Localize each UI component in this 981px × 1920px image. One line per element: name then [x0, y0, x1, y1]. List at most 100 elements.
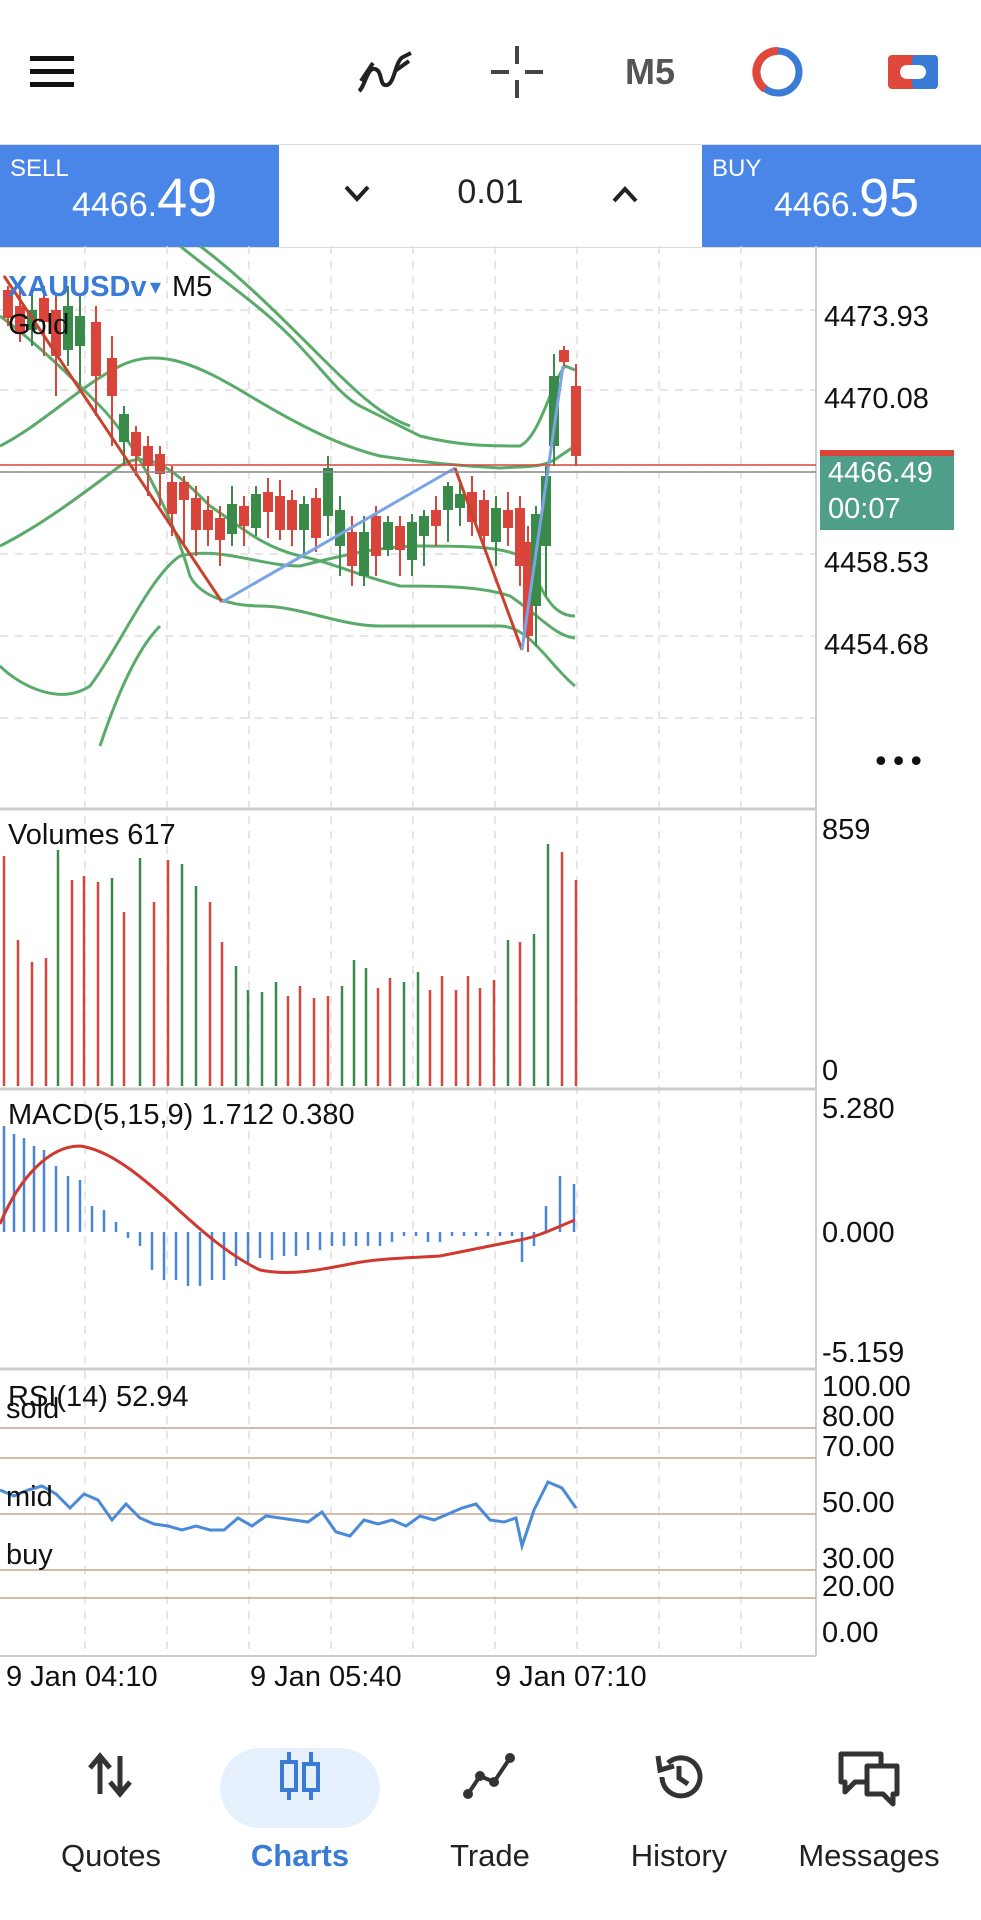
candle-body-4	[51, 310, 61, 356]
nav-messages-label: Messages	[798, 1838, 940, 1873]
trend-line-blue-1[interactable]	[221, 466, 456, 604]
candle-body-40	[491, 508, 501, 542]
candle-body-1	[15, 306, 25, 334]
nav-charts-label: Charts	[250, 1838, 350, 1873]
candle-body-28	[347, 532, 357, 566]
history-clock-icon	[655, 1755, 703, 1799]
candle-body-6	[75, 316, 85, 346]
candle-body-21	[263, 492, 273, 512]
macd-bottom: -5.159	[822, 1337, 904, 1369]
nav-charts-highlight	[220, 1748, 380, 1828]
crosshair-button[interactable]	[482, 38, 552, 106]
nav-trade[interactable]: Trade	[395, 1720, 585, 1920]
candle-body-20	[251, 494, 261, 528]
candle-body-0	[3, 290, 13, 318]
candle-body-19	[239, 506, 249, 526]
candle-body-46	[549, 376, 559, 446]
timeframe-button[interactable]: M5	[624, 51, 675, 92]
timer-ring-icon	[752, 47, 803, 97]
increase-lot-icon[interactable]	[610, 183, 640, 205]
rsi-axis-label-4: 30.00	[822, 1543, 895, 1575]
candle-body-41	[503, 510, 513, 528]
nav-charts[interactable]: Charts	[205, 1720, 395, 1920]
trend-line-red-2[interactable]	[453, 467, 524, 651]
rsi-axis-label-1: 80.00	[822, 1401, 895, 1433]
decrease-lot-icon[interactable]	[342, 183, 372, 205]
volumes-label: Volumes 617	[8, 819, 176, 851]
candle-body-27	[335, 510, 345, 546]
bottom-navigation: Quotes Charts Trade History Messages	[0, 1720, 981, 1920]
candle-body-25	[311, 498, 321, 538]
rsi-axis-label-3: 50.00	[822, 1487, 895, 1519]
chart-timeframe: M5	[172, 271, 212, 303]
rsi-axis-label-0: 100.00	[822, 1371, 911, 1403]
hamburger-icon	[30, 56, 74, 87]
candle-body-37	[455, 494, 465, 508]
symbol-dropdown-icon[interactable]: ▾	[150, 275, 161, 300]
bollinger-band-6	[98, 624, 162, 747]
candlestick-icon	[280, 1752, 320, 1800]
trend-line-red-1[interactable]	[2, 275, 224, 603]
sell-price: 4466.49	[72, 168, 218, 228]
indicators-button[interactable]	[350, 38, 420, 106]
rsi-axis-label-2: 70.00	[822, 1431, 895, 1463]
bollinger-band-4	[199, 244, 411, 428]
candle-body-8	[107, 358, 117, 396]
rsi-sold-label: sold	[6, 1393, 59, 1425]
rsi-axis-label-6: 0.00	[822, 1617, 878, 1649]
price-axis-label-0: 4473.93	[824, 301, 929, 333]
indicator-curve-icon	[357, 51, 412, 93]
candle-body-16	[203, 510, 213, 530]
chart-canvas[interactable]: XAUUSDv ▾ M5 Gold 4473.934470.084462.384…	[0, 244, 981, 1693]
candle-body-12	[155, 454, 165, 474]
bid-price-tag-value: 4466.49	[828, 457, 933, 489]
candle-body-10	[131, 432, 141, 456]
volumes-max: 859	[822, 814, 870, 846]
candle-body-17	[215, 518, 225, 540]
bollinger-band-1	[0, 356, 576, 470]
candle-body-42	[515, 508, 525, 566]
lot-value[interactable]: 0.01	[457, 173, 524, 211]
candle-body-48	[571, 386, 581, 456]
candle-body-35	[431, 510, 441, 526]
quotes-arrows-icon	[88, 1752, 132, 1798]
candle-body-26	[323, 468, 333, 516]
bollinger-band-0	[179, 244, 576, 448]
more-options-icon[interactable]: •••	[872, 745, 925, 780]
trade-toggle-button[interactable]	[882, 44, 944, 100]
nav-trade-label: Trade	[450, 1838, 530, 1873]
candle-body-22	[275, 496, 285, 530]
nav-quotes[interactable]: Quotes	[16, 1720, 206, 1920]
candle-body-3	[39, 298, 49, 322]
candle-body-9	[119, 414, 129, 442]
candle-body-45	[541, 476, 551, 546]
bar-countdown: 00:07	[828, 493, 901, 525]
bollinger-band-5	[0, 544, 576, 696]
rsi-buy-label: buy	[6, 1539, 53, 1571]
time-label-3: 9 Jan 07:10	[495, 1661, 647, 1686]
one-click-button[interactable]	[746, 40, 810, 104]
price-axis-label-3: 4458.53	[824, 547, 929, 579]
candle-body-24	[299, 504, 309, 530]
candle-body-34	[419, 516, 429, 536]
buy-button[interactable]: BUY 4466.95	[702, 145, 981, 247]
rsi-axis-label-5: 20.00	[822, 1571, 895, 1603]
menu-button[interactable]	[20, 40, 84, 104]
bollinger-band-3	[0, 314, 576, 688]
candle-body-23	[287, 500, 297, 530]
candle-body-15	[191, 498, 201, 530]
nav-messages[interactable]: Messages	[774, 1720, 964, 1920]
candle-body-43	[523, 542, 533, 636]
sell-button[interactable]: SELL 4466.49	[0, 145, 279, 247]
trend-line-blue-2[interactable]	[520, 365, 565, 651]
nav-history-label: History	[630, 1838, 728, 1873]
candle-body-7	[91, 322, 101, 376]
trend-lines[interactable]	[2, 275, 565, 651]
candle-body-38	[467, 492, 477, 522]
buy-label: BUY	[712, 155, 762, 182]
candle-body-29	[359, 532, 369, 576]
nav-history[interactable]: History	[584, 1720, 774, 1920]
chart-area[interactable]: XAUUSDv ▾ M5 Gold 4473.934470.084462.384…	[0, 244, 981, 1693]
symbol-label[interactable]: XAUUSDv	[8, 271, 147, 303]
top-toolbar: M5	[0, 0, 981, 144]
